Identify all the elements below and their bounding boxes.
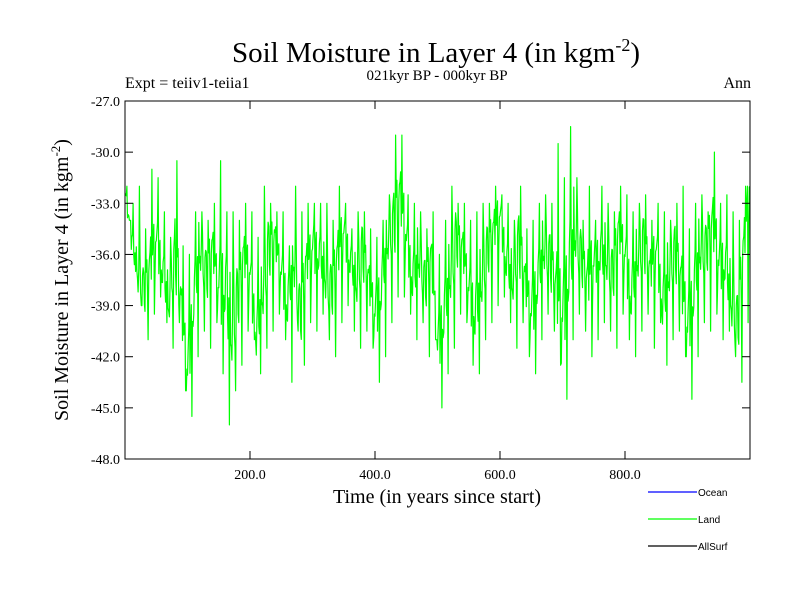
- legend-label-land: Land: [698, 515, 720, 526]
- y-tick-label: -39.0: [91, 300, 120, 315]
- plot-frame: [124, 100, 751, 460]
- y-axis-label: Soil Moisture in Layer 4 (in kgm-2): [48, 139, 73, 421]
- x-axis-label: Time (in years since start): [333, 486, 541, 508]
- y-tick-label: -30.0: [91, 146, 120, 161]
- y-tick-label: -45.0: [91, 402, 120, 417]
- y-tick-label: -33.0: [91, 197, 120, 212]
- x-axis: 200.0 400.0 600.0 800.0: [234, 101, 641, 483]
- x-tick-label: 600.0: [484, 468, 516, 483]
- legend-label-allsurf: AllSurf: [698, 542, 728, 553]
- y-axis: -27.0 -30.0 -33.0 -36.0 -39.0 -42.0 -45.0 -48.0: [91, 95, 750, 468]
- legend: Ocean Land AllSurf: [648, 488, 728, 553]
- y-tick-label: -42.0: [91, 351, 120, 366]
- plot-area: -27.0 -30.0 -33.0 -36.0 -39.0 -42.0 -45.0 -48.0…: [91, 95, 751, 483]
- season-label: Ann: [723, 75, 751, 92]
- x-tick-label: 400.0: [359, 468, 391, 483]
- series-line-land: [124, 125, 751, 426]
- y-tick-label: -27.0: [91, 95, 120, 110]
- experiment-label: Expt = teiiv1-teiia1: [125, 75, 250, 92]
- legend-label-ocean: Ocean: [698, 488, 727, 499]
- x-tick-label: 200.0: [234, 468, 266, 483]
- y-tick-label: -48.0: [91, 453, 120, 468]
- chart-subtitle: 021kyr BP - 000kyr BP: [366, 68, 507, 84]
- series-layer: [124, 125, 751, 426]
- x-tick-label: 800.0: [609, 468, 641, 483]
- y-tick-label: -36.0: [91, 248, 120, 263]
- chart-title: Soil Moisture in Layer 4 (in kgm-2): [232, 35, 640, 69]
